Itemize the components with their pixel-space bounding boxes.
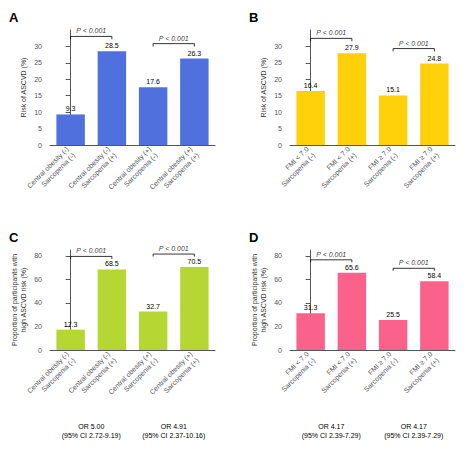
svg-text:C: C [9,230,19,245]
svg-text:25: 25 [34,59,42,66]
svg-text:0: 0 [278,142,282,149]
svg-text:10: 10 [274,109,282,116]
svg-text:10: 10 [34,109,42,116]
svg-text:high ASCVD risk (%): high ASCVD risk (%) [20,268,28,333]
svg-text:Central obesity (-): Central obesity (-) [67,145,112,190]
svg-text:25.5: 25.5 [386,311,400,318]
svg-text:70.5: 70.5 [188,258,202,265]
svg-text:P < 0.001: P < 0.001 [159,245,189,252]
svg-text:FMI ≥ 7.0: FMI ≥ 7.0 [366,145,393,172]
svg-text:Sarcopenia (+): Sarcopenia (+) [403,152,441,190]
svg-text:FMI ≥ 7.0: FMI ≥ 7.0 [407,145,434,172]
svg-text:Sarcopenia (+): Sarcopenia (+) [80,356,118,395]
svg-text:31.3: 31.3 [304,304,318,311]
svg-text:15: 15 [34,92,42,99]
svg-text:58.4: 58.4 [428,272,442,279]
svg-text:Sarcopenia (-): Sarcopenia (-) [40,151,77,188]
svg-text:25: 25 [274,59,282,66]
svg-text:P < 0.001: P < 0.001 [316,251,346,258]
svg-text:60: 60 [274,276,282,283]
svg-text:Proportion of participants wit: Proportion of participants with [11,254,19,346]
svg-text:Proportion of participants wit: Proportion of participants with [251,254,259,346]
svg-text:30: 30 [274,43,282,50]
svg-text:Central obesity (+): Central obesity (+) [148,350,194,396]
svg-text:Central obesity (-): Central obesity (-) [67,350,112,395]
svg-text:P < 0.001: P < 0.001 [159,35,189,42]
svg-text:(95% CI 2.39-7.29): (95% CI 2.39-7.29) [302,432,361,440]
svg-text:D: D [249,230,258,245]
svg-text:32.7: 32.7 [146,303,160,310]
svg-text:0: 0 [38,347,42,354]
svg-text:Central obesity (+): Central obesity (+) [107,350,153,396]
svg-text:Sarcopenia (+): Sarcopenia (+) [163,152,201,190]
svg-text:60: 60 [34,276,42,283]
svg-text:Sarcopenia (+): Sarcopenia (+) [403,357,441,395]
svg-text:20: 20 [274,76,282,83]
svg-text:0: 0 [278,347,282,354]
svg-text:Sarcopenia (-): Sarcopenia (-) [363,152,400,189]
svg-text:FMI < 7.0: FMI < 7.0 [325,350,352,377]
svg-text:(95% CI 2.39-7.29): (95% CI 2.39-7.29) [384,432,443,440]
svg-text:Risk of ASCVD (%): Risk of ASCVD (%) [260,58,268,118]
svg-text:0: 0 [38,142,42,149]
svg-text:15: 15 [274,92,282,99]
svg-text:Sarcopenia (-): Sarcopenia (-) [40,356,77,393]
svg-text:P < 0.001: P < 0.001 [316,29,346,36]
svg-text:OR 4.91: OR 4.91 [161,423,187,430]
svg-text:P < 0.001: P < 0.001 [399,259,429,266]
svg-text:(95% CI 2.37-10.16): (95% CI 2.37-10.16) [142,432,205,440]
svg-text:Central obesity (+): Central obesity (+) [148,145,194,191]
svg-text:Sarcopenia (+): Sarcopenia (+) [163,357,201,395]
svg-text:FMI < 7.0: FMI < 7.0 [284,145,310,172]
svg-text:9.3: 9.3 [66,105,76,112]
svg-text:Sarcopenia (-): Sarcopenia (-) [122,356,159,393]
svg-text:40: 40 [34,299,42,306]
svg-text:40: 40 [274,299,282,306]
svg-text:A: A [9,10,19,25]
svg-text:15.1: 15.1 [386,86,400,93]
svg-text:20: 20 [34,76,42,83]
svg-text:Sarcopenia (-): Sarcopenia (-) [122,151,159,188]
svg-text:(95% CI 2.72-9.19): (95% CI 2.72-9.19) [62,432,121,440]
svg-text:30: 30 [34,43,42,50]
svg-text:Central obesity (-): Central obesity (-) [25,350,70,395]
svg-text:Central obesity (+): Central obesity (+) [107,145,153,191]
svg-text:28.5: 28.5 [105,42,119,49]
svg-text:Sarcopenia (-): Sarcopenia (-) [280,357,317,394]
svg-text:FMI < 7.0: FMI < 7.0 [325,145,352,172]
svg-text:5: 5 [38,125,42,132]
svg-text:17.3: 17.3 [64,321,78,328]
svg-text:68.5: 68.5 [105,260,119,267]
svg-text:17.6: 17.6 [146,78,160,85]
svg-text:80: 80 [34,252,42,259]
svg-text:OR 4.17: OR 4.17 [318,423,344,430]
svg-text:Sarcopenia (+): Sarcopenia (+) [80,151,118,190]
svg-text:24.8: 24.8 [428,55,442,62]
svg-text:high ASCVD risk (%): high ASCVD risk (%) [260,268,268,333]
svg-text:Sarcopenia (+): Sarcopenia (+) [320,357,358,395]
svg-text:Central obesity (-): Central obesity (-) [25,145,70,190]
svg-text:FMI < 7.0: FMI < 7.0 [284,350,310,377]
svg-text:80: 80 [274,252,282,259]
svg-text:FMI ≥ 7.0: FMI ≥ 7.0 [407,350,434,377]
svg-text:OR 4.17: OR 4.17 [401,423,427,430]
svg-text:Sarcopenia (-): Sarcopenia (-) [363,357,400,394]
svg-text:B: B [249,10,258,25]
svg-text:16.4: 16.4 [304,82,318,89]
svg-text:P < 0.001: P < 0.001 [76,247,106,254]
svg-text:27.9: 27.9 [345,44,359,51]
svg-text:OR 5.00: OR 5.00 [78,423,104,430]
svg-text:Risk of ASCVD (%): Risk of ASCVD (%) [20,58,28,118]
svg-text:P < 0.001: P < 0.001 [399,40,429,47]
svg-text:20: 20 [274,323,282,330]
svg-text:20: 20 [34,323,42,330]
svg-text:Sarcopenia (+): Sarcopenia (+) [320,152,358,190]
svg-text:Sarcopenia (-): Sarcopenia (-) [280,152,317,189]
svg-text:5: 5 [278,125,282,132]
svg-text:26.3: 26.3 [188,50,202,57]
svg-text:65.6: 65.6 [345,264,359,271]
svg-text:FMI ≥ 7.0: FMI ≥ 7.0 [366,350,393,377]
svg-text:P < 0.001: P < 0.001 [76,27,106,34]
